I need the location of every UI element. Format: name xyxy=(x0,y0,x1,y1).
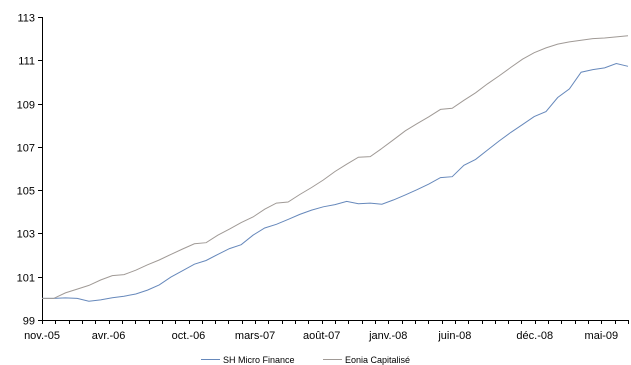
legend-label-eonia-capitalise: Eonia Capitalisé xyxy=(345,355,410,365)
x-tick-label: juin-08 xyxy=(437,330,471,342)
y-tick-label: 107 xyxy=(17,143,35,155)
y-tick-label: 101 xyxy=(17,273,35,285)
series-lines xyxy=(42,35,629,302)
y-tick-label: 99 xyxy=(23,316,35,328)
y-axis-ticks: 99 101 103 105 107 109 111 113 xyxy=(17,13,42,328)
x-tick-label: nov.-05 xyxy=(24,330,60,342)
y-tick-label: 109 xyxy=(17,100,35,112)
x-tick-label: oct.-06 xyxy=(172,330,206,342)
y-tick-label: 103 xyxy=(17,229,35,241)
y-tick-label: 113 xyxy=(17,13,35,25)
legend-label-sh-micro-finance: SH Micro Finance xyxy=(223,355,295,365)
series-line-eonia-capitalise xyxy=(42,35,629,299)
y-tick-label: 105 xyxy=(17,186,35,198)
x-axis-ticks: nov.-05 avr.-06 oct.-06 mars-07 août-07 janv.… xyxy=(24,320,629,342)
legend: SH Micro Finance Eonia Capitalisé xyxy=(201,355,410,365)
x-tick-label: janv.-08 xyxy=(368,330,407,342)
y-tick-label: 111 xyxy=(18,56,35,68)
x-tick-label: août-07 xyxy=(303,330,340,342)
series-line-sh-micro-finance xyxy=(42,62,629,302)
x-tick-label: déc.-08 xyxy=(516,330,553,342)
x-tick-label: avr.-06 xyxy=(92,330,126,342)
x-tick-label: mars-07 xyxy=(235,330,275,342)
x-tick-label: mai-09 xyxy=(585,330,619,342)
